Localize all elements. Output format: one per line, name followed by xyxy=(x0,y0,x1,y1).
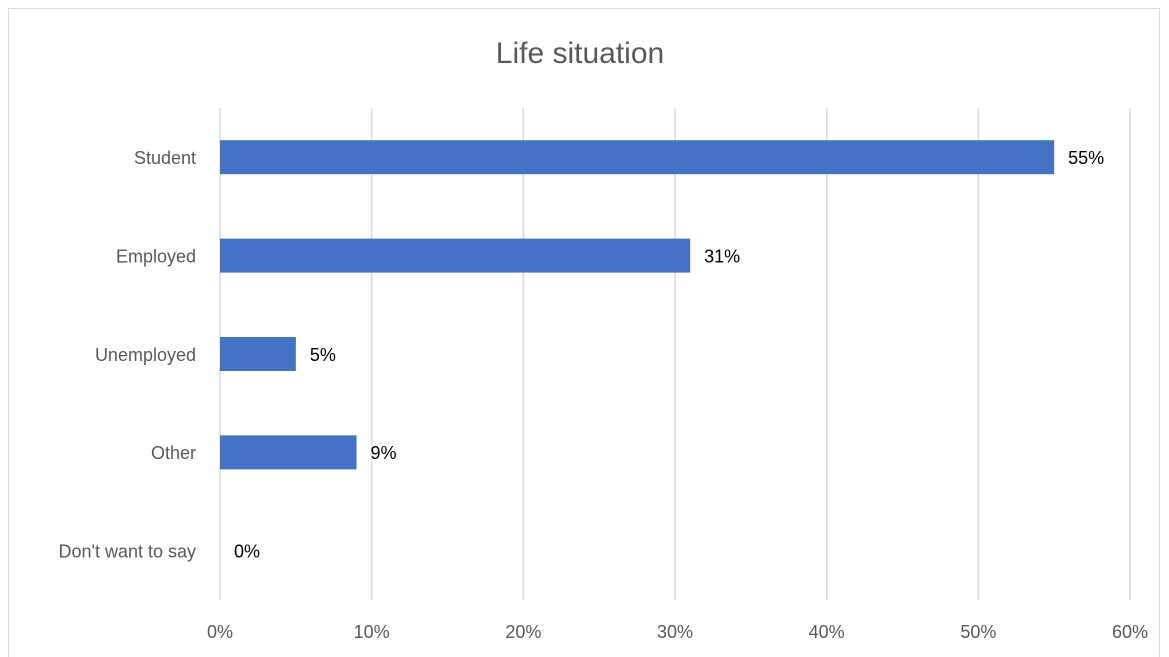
data-label: 5% xyxy=(310,345,336,365)
y-tick-label: Don't want to say xyxy=(58,542,196,562)
bar xyxy=(220,337,296,371)
x-tick-label: 10% xyxy=(354,622,390,642)
data-label: 9% xyxy=(371,443,397,463)
x-tick-label: 20% xyxy=(505,622,541,642)
bar xyxy=(220,140,1055,175)
data-label: 55% xyxy=(1068,148,1104,168)
y-tick-label: Unemployed xyxy=(95,345,196,365)
x-tick-label: 50% xyxy=(960,622,996,642)
x-tick-label: 0% xyxy=(207,622,233,642)
y-tick-label: Student xyxy=(134,148,196,168)
x-tick-label: 40% xyxy=(809,622,845,642)
y-tick-label: Employed xyxy=(116,246,196,266)
y-tick-label: Other xyxy=(151,443,196,463)
x-tick-label: 30% xyxy=(657,622,693,642)
data-label: 31% xyxy=(704,246,740,266)
chart-title: Life situation xyxy=(496,37,664,70)
bar xyxy=(220,238,691,273)
chart-border xyxy=(8,8,1160,657)
x-tick-label: 60% xyxy=(1112,622,1148,642)
data-label: 0% xyxy=(234,542,260,562)
bar xyxy=(220,435,357,470)
